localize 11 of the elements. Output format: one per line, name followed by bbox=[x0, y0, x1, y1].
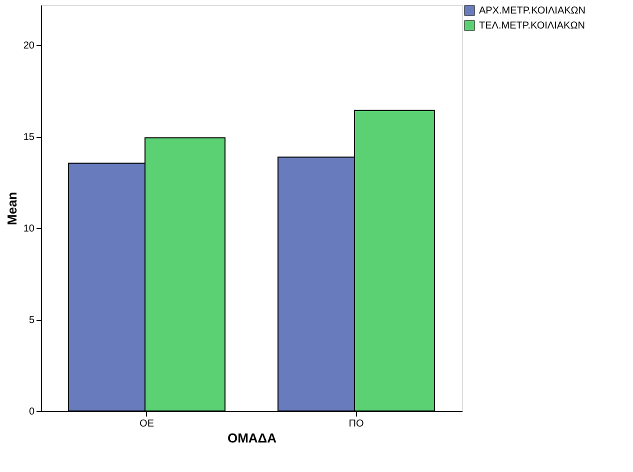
y-tick-label: 5 bbox=[28, 315, 35, 326]
legend-label: ΤΕΛ.ΜΕΤΡ.ΚΟΙΛΙΑΚΩΝ bbox=[479, 20, 585, 32]
y-tick-label: 10 bbox=[23, 224, 35, 235]
y-tick-label: 20 bbox=[23, 40, 35, 52]
x-tick-label: ΠΟ bbox=[348, 418, 364, 430]
y-tick-label: 15 bbox=[23, 132, 35, 144]
x-tick-label: ΟΕ bbox=[140, 418, 154, 430]
legend-label: ΑΡΧ.ΜΕΤΡ.ΚΟΙΛΙΑΚΩΝ bbox=[479, 6, 586, 16]
y-tick-label: 0 bbox=[28, 406, 35, 418]
y-axis-title: Mean bbox=[4, 192, 20, 226]
x-axis-title: ΟΜΑΔΑ bbox=[227, 430, 278, 446]
